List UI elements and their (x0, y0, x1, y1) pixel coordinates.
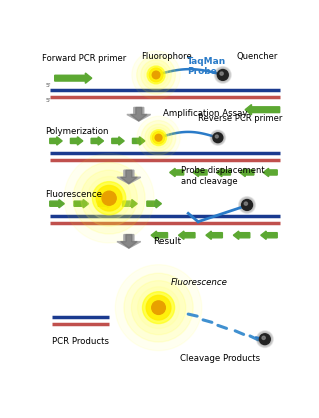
Ellipse shape (149, 68, 163, 82)
Polygon shape (98, 199, 113, 208)
Polygon shape (151, 231, 167, 240)
Ellipse shape (137, 56, 175, 94)
Ellipse shape (132, 51, 180, 99)
Polygon shape (130, 107, 147, 121)
Polygon shape (216, 168, 230, 177)
Ellipse shape (96, 186, 122, 211)
Polygon shape (121, 170, 137, 184)
Ellipse shape (152, 71, 160, 79)
Polygon shape (170, 168, 184, 177)
Text: Result: Result (154, 237, 182, 245)
Polygon shape (121, 234, 137, 248)
Ellipse shape (137, 116, 180, 159)
Polygon shape (74, 199, 89, 208)
Ellipse shape (81, 170, 137, 226)
Ellipse shape (244, 202, 248, 205)
Polygon shape (122, 199, 137, 208)
Polygon shape (245, 104, 280, 115)
Polygon shape (261, 231, 277, 240)
Ellipse shape (115, 265, 202, 351)
Ellipse shape (256, 331, 273, 347)
Ellipse shape (213, 133, 223, 143)
Ellipse shape (151, 130, 167, 146)
Ellipse shape (93, 181, 126, 215)
Polygon shape (91, 137, 104, 145)
Text: Probe displacement
and cleavage: Probe displacement and cleavage (181, 166, 264, 186)
Ellipse shape (262, 336, 265, 339)
Ellipse shape (215, 135, 218, 138)
Ellipse shape (155, 134, 162, 141)
Ellipse shape (147, 66, 165, 84)
Text: Fluorescence: Fluorescence (171, 278, 228, 287)
Text: 5': 5' (46, 84, 52, 89)
Ellipse shape (216, 69, 229, 82)
Ellipse shape (217, 69, 228, 80)
Polygon shape (132, 137, 145, 145)
Text: Cleavage Products: Cleavage Products (180, 354, 260, 363)
Polygon shape (206, 231, 222, 240)
Ellipse shape (210, 130, 226, 145)
Ellipse shape (259, 334, 270, 344)
Ellipse shape (240, 198, 255, 212)
Ellipse shape (148, 127, 169, 148)
Polygon shape (117, 170, 141, 184)
Text: Fluorescence: Fluorescence (45, 190, 102, 199)
Ellipse shape (241, 199, 254, 212)
Ellipse shape (258, 333, 271, 346)
Ellipse shape (145, 124, 172, 151)
Polygon shape (117, 234, 141, 248)
Text: Reverse PCR primer: Reverse PCR primer (198, 114, 282, 123)
Text: TaqMan
Probe: TaqMan Probe (187, 56, 226, 76)
Ellipse shape (241, 199, 253, 210)
Polygon shape (179, 231, 195, 240)
Ellipse shape (220, 72, 223, 75)
Ellipse shape (146, 296, 171, 320)
Ellipse shape (257, 332, 272, 347)
Text: Polymerization: Polymerization (45, 127, 108, 136)
Ellipse shape (152, 301, 165, 314)
Polygon shape (263, 168, 277, 177)
Ellipse shape (102, 191, 116, 205)
Ellipse shape (137, 287, 180, 329)
Polygon shape (70, 137, 83, 145)
Polygon shape (50, 199, 64, 208)
Ellipse shape (124, 273, 193, 342)
Polygon shape (50, 137, 62, 145)
Ellipse shape (212, 132, 224, 143)
Ellipse shape (211, 131, 225, 144)
Ellipse shape (143, 292, 174, 324)
Ellipse shape (144, 63, 168, 87)
Ellipse shape (73, 163, 145, 234)
Polygon shape (233, 231, 250, 240)
Polygon shape (147, 199, 161, 208)
Ellipse shape (214, 66, 231, 83)
Text: Amplification Assay: Amplification Assay (164, 110, 248, 118)
Polygon shape (240, 168, 254, 177)
Text: Forward PCR primer: Forward PCR primer (42, 54, 127, 63)
Ellipse shape (215, 68, 230, 82)
Text: PCR Products: PCR Products (52, 337, 109, 346)
Ellipse shape (239, 196, 256, 213)
Text: 5': 5' (46, 99, 52, 103)
Ellipse shape (152, 132, 165, 144)
Ellipse shape (131, 280, 186, 335)
Polygon shape (112, 137, 124, 145)
Ellipse shape (141, 120, 176, 155)
Polygon shape (127, 107, 151, 121)
Ellipse shape (141, 60, 171, 90)
Text: Quencher: Quencher (237, 52, 278, 61)
Text: Fluorophore: Fluorophore (141, 52, 192, 61)
Polygon shape (193, 168, 207, 177)
Ellipse shape (64, 153, 154, 243)
Polygon shape (55, 73, 92, 83)
Ellipse shape (87, 176, 131, 220)
